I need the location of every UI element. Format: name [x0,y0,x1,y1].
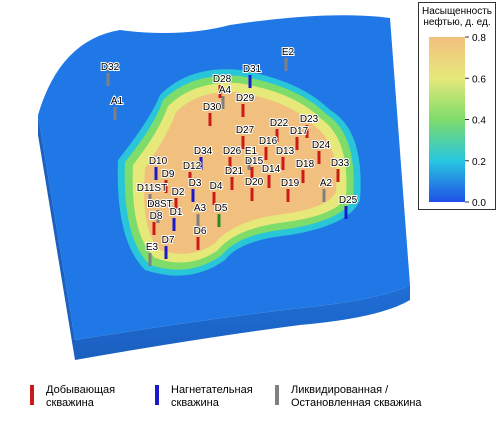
well-label: D3 [189,178,202,189]
well-label: E3 [146,242,159,253]
well-label: D25 [339,195,358,206]
legend-item: Ликвидированная / Остановленная скважина [275,384,431,410]
well-label: D6 [194,226,207,237]
well-label: D17 [290,126,309,137]
well-label: D28 [213,74,232,85]
well-label: D21 [225,166,244,177]
colorbar-title: Насыщенность нефтью, д. ед. [421,6,493,28]
colorbar-tick-label: 0.8 [472,33,486,44]
field-orange [144,91,337,254]
well-label: D13 [276,146,295,157]
colorbar-scale: 0.0 0.2 0.4 0.6 0.8 [429,33,486,209]
colorbar-tick-label: 0.4 [472,116,486,127]
well-label: D29 [236,93,255,104]
legend-item: Добывающая скважина [30,384,146,410]
legend-item: Нагнетательная скважина [155,384,281,410]
well-label: D9 [162,169,175,180]
colorbar-tick-label: 0.2 [472,157,486,168]
colorbar-gradient [429,37,465,202]
well-label: D16 [259,136,278,147]
well-label: D19 [281,178,300,189]
well-label: D7 [162,235,175,246]
well-label: D8ST [147,199,173,210]
well-label: D23 [300,114,319,125]
legend-swatch [275,385,279,405]
colorbar-tick-label: 0.6 [472,74,486,85]
well-label: D27 [236,125,255,136]
well-label: D22 [270,118,289,129]
well-label: D32 [101,62,120,73]
well-label: D4 [210,181,223,192]
well-label: D18 [296,159,315,170]
colorbar: Насыщенность нефтью, д. ед. 0.0 0.2 0.4 0.6… [418,2,496,210]
well-label: D30 [203,102,222,113]
well-label: A4 [219,85,232,96]
well-label: D31 [243,64,262,75]
well-label: D5 [215,203,228,214]
slab-front [75,285,410,360]
well-label: A1 [111,96,124,107]
well-label: D34 [194,146,213,157]
slab-side [38,115,75,360]
colorbar-tick-label: 0.0 [472,198,486,209]
well-label: D10 [149,156,168,167]
well-label: D20 [245,177,264,188]
well-label: D12 [183,161,202,172]
well-label: D33 [331,158,350,169]
well-label: A3 [194,203,207,214]
well-label: E1 [245,146,258,157]
legend-label: Нагнетательная скважина [171,384,253,409]
legend-label: Добывающая скважина [46,384,116,409]
legend-swatch [30,385,34,405]
well-label: D24 [312,140,331,151]
well-label: A2 [320,178,333,189]
well-label: D8 [150,211,163,222]
legend-label: Ликвидированная / Остановленная скважина [291,384,422,409]
well-label: D2 [172,187,185,198]
legend-swatch [155,385,159,405]
well-label: D11ST [137,183,167,194]
legend: Добывающая скважина Нагнетательная скважи… [30,384,500,434]
well-label: D14 [262,164,281,175]
well-label: E2 [282,47,295,58]
well-label: D15 [245,156,264,167]
well-label: D1 [170,207,183,218]
well-label: D26 [223,146,242,157]
